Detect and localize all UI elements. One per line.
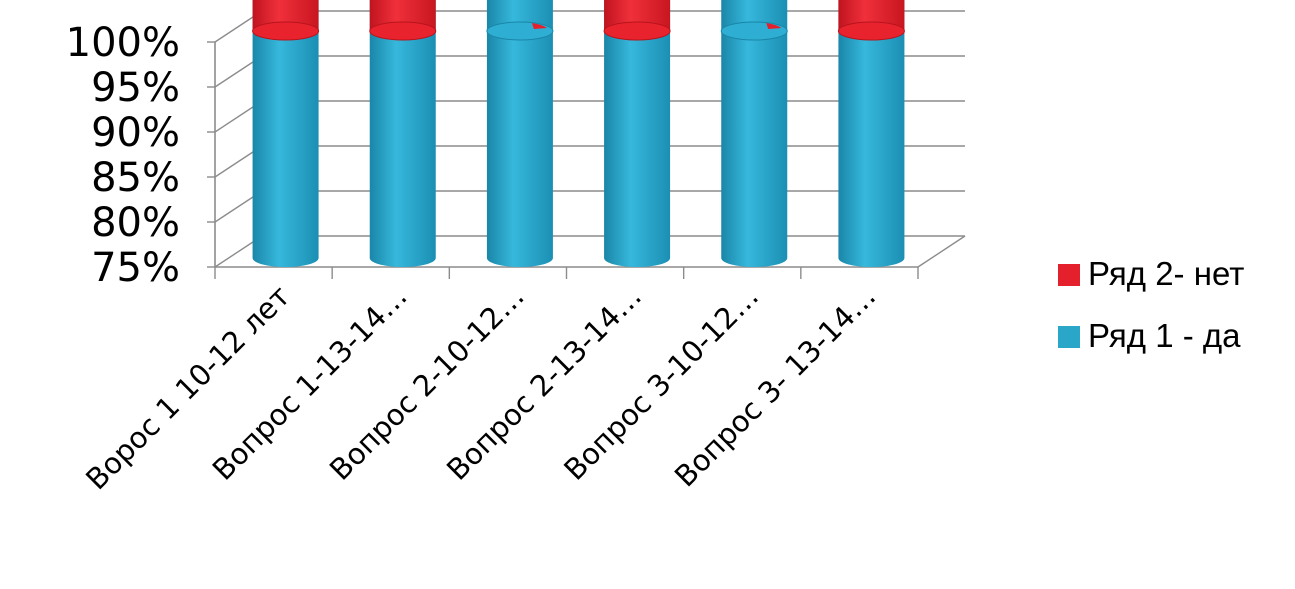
bar-segment-yes bbox=[604, 0, 671, 267]
x-tick-label: Вопрос 2-13-14… bbox=[440, 279, 648, 487]
bar-top-no bbox=[837, 21, 905, 41]
x-tick-label: Вопрос 2-10-12… bbox=[323, 279, 531, 487]
bar-segment-yes bbox=[369, 0, 436, 267]
legend: Ряд 2- нет Ряд 1 - да bbox=[1058, 255, 1244, 354]
y-tick-label: 95% bbox=[91, 65, 180, 111]
legend-swatch bbox=[1058, 326, 1080, 348]
bar-top-no bbox=[369, 21, 437, 41]
bar-top-sliver bbox=[766, 23, 782, 29]
legend-label: Ряд 2- нет bbox=[1088, 255, 1244, 292]
bar-segment-yes bbox=[721, 0, 788, 267]
y-axis: 75%80%85%90%95%100% bbox=[66, 20, 216, 291]
legend-swatch bbox=[1058, 264, 1080, 286]
x-tick-label: Вопрос 1-13-14… bbox=[206, 279, 414, 487]
floor-edge bbox=[917, 235, 966, 268]
y-tick-label: 90% bbox=[91, 110, 180, 156]
bar-group bbox=[252, 0, 320, 267]
bar-group bbox=[603, 0, 671, 267]
bar-top-no bbox=[603, 21, 671, 41]
y-tick-label: 80% bbox=[91, 200, 180, 246]
bars bbox=[252, 0, 905, 267]
bar-group bbox=[369, 0, 437, 267]
bar-segment-yes bbox=[252, 0, 319, 267]
y-tick-label: 85% bbox=[91, 155, 180, 201]
bar-top-yes bbox=[720, 21, 788, 41]
x-tick-label: Ворос 1 10-12 лет bbox=[79, 279, 296, 496]
legend-label: Ряд 1 - да bbox=[1088, 317, 1241, 354]
bar-group bbox=[837, 0, 905, 267]
bar-segment-yes bbox=[486, 0, 553, 267]
x-axis bbox=[214, 266, 919, 279]
y-tick-label: 75% bbox=[91, 245, 180, 291]
x-tick-label: Вопрос 3-10-12… bbox=[557, 279, 765, 487]
bar-top-no bbox=[252, 21, 320, 41]
bar-group bbox=[720, 0, 788, 267]
bar-group bbox=[486, 0, 554, 267]
bar-segment-yes bbox=[838, 0, 905, 267]
x-tick-label: Вопрос 3- 13-14… bbox=[668, 279, 882, 493]
y-tick-label: 100% bbox=[66, 20, 180, 66]
bar-top-yes bbox=[486, 21, 554, 41]
bar-top-sliver bbox=[531, 23, 547, 29]
